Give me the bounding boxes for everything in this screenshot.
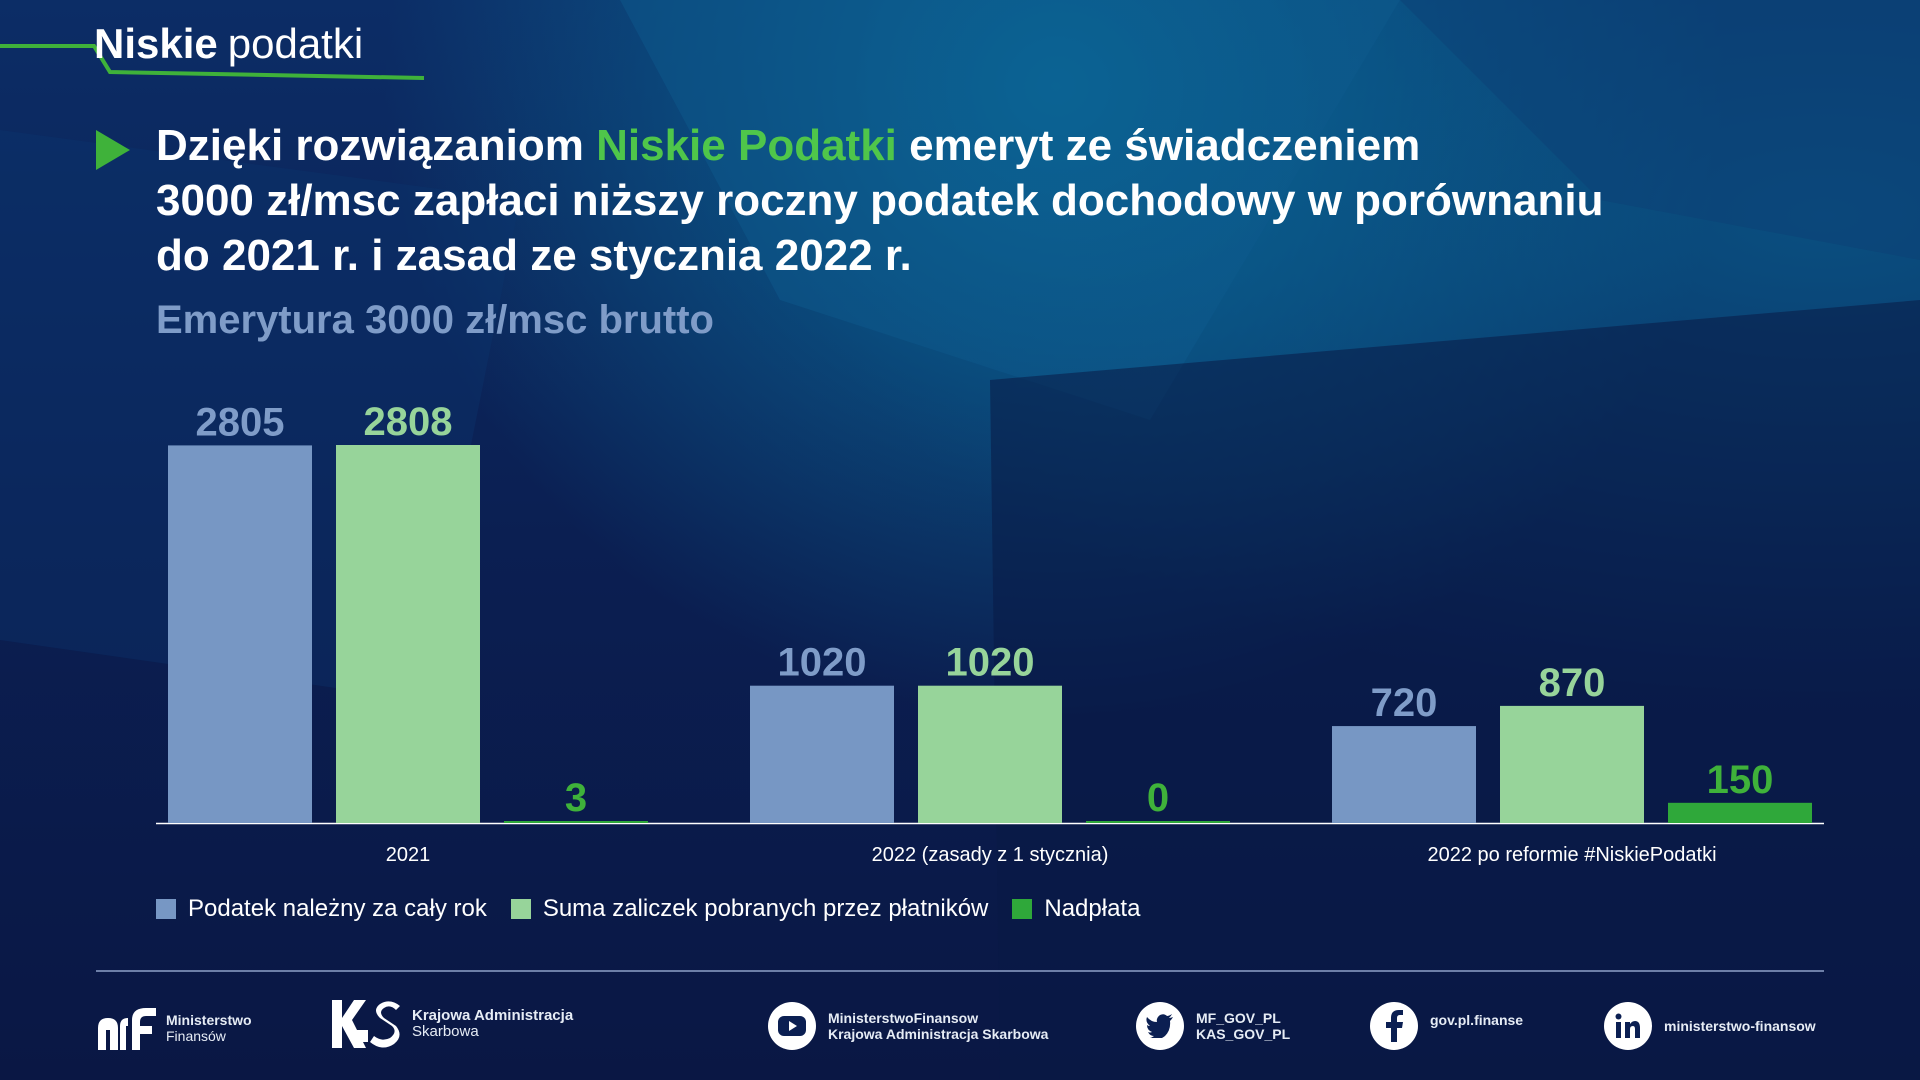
footer-linkedin[interactable]: ministerstwo-finansow [1604,1002,1816,1050]
data-label: 1020 [778,641,867,685]
bar [1668,802,1812,823]
kas-logo-icon [332,1000,400,1048]
footer-facebook[interactable]: gov.pl.finanse [1370,1002,1523,1050]
data-label: 0 [1147,776,1169,820]
data-label: 870 [1539,661,1606,705]
footer-youtube[interactable]: MinisterstwoFinansow Krajowa Administracj… [768,1002,1048,1050]
legend-swatch [1012,899,1033,919]
bar [336,445,480,823]
data-label: 2805 [196,400,285,444]
chart-subtitle: Emerytura 3000 zł/msc brutto [156,298,714,342]
bar [504,821,648,823]
data-label: 150 [1707,758,1774,802]
legend-item-nadplata: Nadpłata [1012,895,1140,923]
bar [1086,821,1230,823]
chart-legend: Podatek należny za cały rok Suma zalicze… [156,895,1140,923]
category-label: 2022 po reformie #NiskiePodatki [1427,844,1716,866]
brand-underline [0,44,425,80]
twitter-icon [1136,1002,1184,1050]
mf-logo-icon [98,1008,156,1050]
facebook-icon [1370,1002,1418,1050]
footer-divider [96,970,1824,972]
bar [918,685,1062,823]
play-icon [96,130,130,170]
footer-kas: Krajowa Administracja Skarbowa [328,996,573,1052]
legend-label: Podatek należny za cały rok [188,895,487,922]
data-label: 720 [1371,681,1438,725]
brand-logo: Niskie podatki [94,20,364,67]
legend-label: Nadpłata [1044,895,1141,922]
footer-twitter[interactable]: MF_GOV_PL KAS_GOV_PL [1136,1002,1290,1050]
legend-swatch [510,899,531,919]
bar [168,445,312,823]
data-label: 2808 [364,400,453,444]
legend-label: Suma zaliczek pobranych przez płatników [542,895,989,922]
bar [750,685,894,823]
linkedin-icon [1604,1002,1652,1050]
legend-item-zaliczki: Suma zaliczek pobranych przez płatników [510,895,989,923]
legend-swatch [156,899,176,919]
youtube-icon [768,1002,816,1050]
data-label: 1020 [946,641,1035,685]
data-label: 3 [565,776,587,820]
bar [1332,726,1476,823]
legend-item-podatek: Podatek należny za cały rok [156,895,487,923]
footer: Ministerstwo Finansów Krajowa Administrac… [0,990,1920,1070]
headline: Dzięki rozwiązaniom Niskie Podatki emery… [156,121,1604,280]
category-label: 2022 (zasady z 1 stycznia) [872,844,1109,866]
category-label: 2021 [386,844,431,866]
footer-mf: Ministerstwo Finansów [96,1004,252,1052]
bar [1500,705,1644,823]
